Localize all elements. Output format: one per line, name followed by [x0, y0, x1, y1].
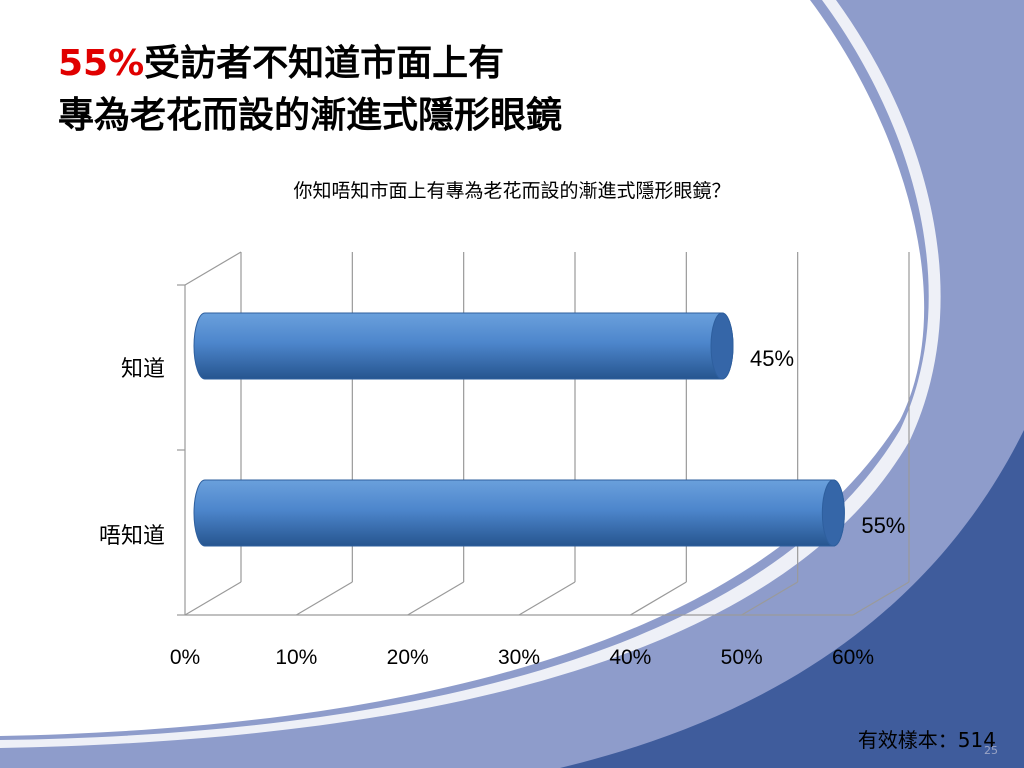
- side-wall-edge: [184, 251, 242, 286]
- x-tick-label: 60%: [832, 646, 874, 669]
- bar-1: [193, 312, 734, 380]
- chart-grid: [177, 251, 910, 616]
- title-line1: 受訪者不知道市面上有: [144, 43, 505, 84]
- floor-gridline: [518, 581, 576, 616]
- x-tick-label: 10%: [275, 646, 317, 669]
- chart-bars: [193, 312, 845, 547]
- bar-end-cap: [710, 312, 734, 380]
- sample-size-label: 有效樣本：514: [857, 728, 996, 752]
- slide-title: 55%受訪者不知道市面上有 專為老花而設的漸進式隱形眼鏡: [58, 38, 562, 142]
- floor-gridline: [852, 581, 910, 616]
- page-number: 25: [984, 744, 998, 757]
- x-tick-label: 40%: [609, 646, 651, 669]
- category-label: 知道: [121, 357, 165, 382]
- x-tick-label: 0%: [170, 646, 200, 669]
- bar-2: [193, 479, 845, 547]
- background-swoosh-dark: [560, 430, 1024, 768]
- x-tick-label: 20%: [387, 646, 429, 669]
- chart-title: 你知唔知市面上有專為老花而設的漸進式隱形眼鏡？: [293, 180, 731, 202]
- bar-end-cap: [821, 479, 845, 547]
- chart-labels: 0% 10% 20% 30% 40% 50% 60% 45% 知道 55% 唔知道: [99, 346, 905, 669]
- category-label: 唔知道: [99, 524, 165, 549]
- data-label: 45%: [750, 346, 794, 371]
- floor-gridline: [630, 581, 687, 616]
- x-tick-label: 30%: [498, 646, 540, 669]
- title-line2: 專為老花而設的漸進式隱形眼鏡: [58, 95, 563, 136]
- data-label: 55%: [861, 513, 905, 538]
- x-tick-label: 50%: [721, 646, 763, 669]
- title-highlight: 55%: [58, 43, 145, 84]
- floor-gridline: [184, 581, 242, 616]
- floor-gridline: [407, 581, 464, 616]
- floor-gridline: [741, 581, 798, 616]
- floor-gridline: [296, 581, 353, 616]
